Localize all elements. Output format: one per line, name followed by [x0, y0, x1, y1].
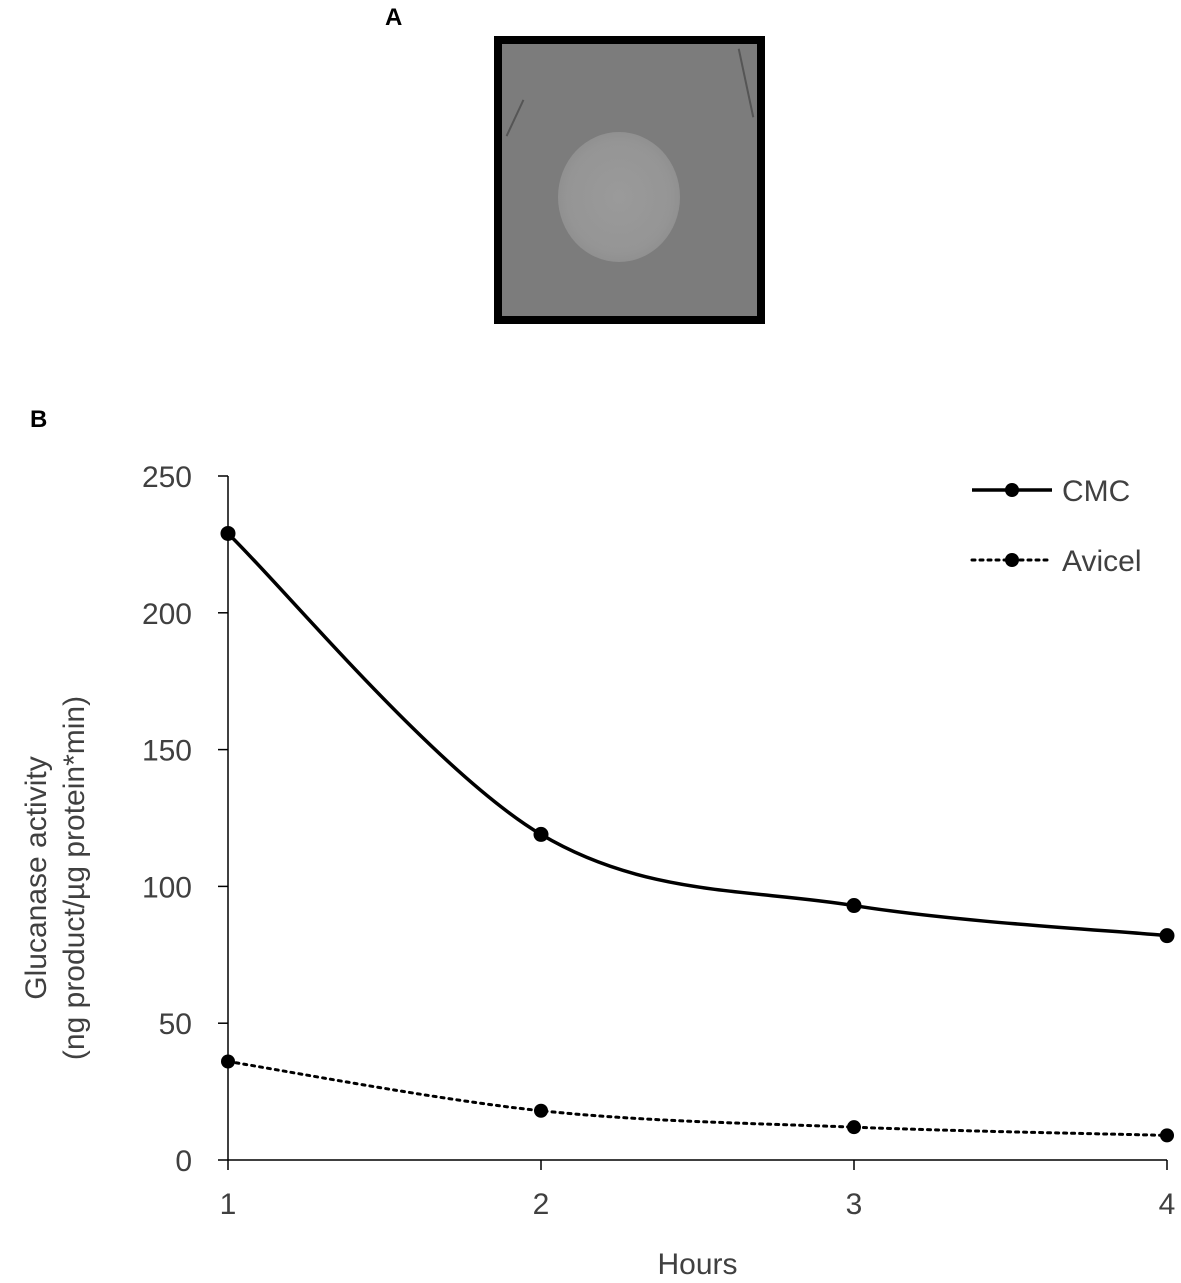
series-line-cmc — [226, 532, 1168, 938]
y-axis-label-line-1: Glucanase activity — [20, 756, 53, 999]
y-tick-label: 200 — [142, 598, 192, 631]
data-point-cmc — [533, 826, 549, 842]
data-point-cmc — [1159, 928, 1175, 944]
y-tick-label: 50 — [159, 1008, 192, 1041]
data-point-avicel — [221, 1054, 235, 1069]
x-axis-label: Hours — [657, 1248, 737, 1281]
x-ticks: 1 2 3 4 — [220, 1160, 1176, 1221]
legend: CMC Avicel — [970, 475, 1141, 578]
clearing-zone — [558, 132, 680, 262]
panel-b-label: B — [30, 406, 48, 433]
legend-label-cmc: CMC — [1062, 475, 1130, 508]
legend-marker-cmc — [1005, 483, 1019, 497]
plate-photo-surface — [502, 44, 757, 316]
data-point-avicel — [1160, 1128, 1174, 1143]
plate-edge-mark — [505, 99, 525, 137]
x-tick-label: 2 — [533, 1188, 550, 1221]
legend-marker-avicel — [1005, 553, 1019, 567]
data-point-cmc — [846, 898, 862, 914]
x-tick-label: 4 — [1159, 1188, 1176, 1221]
data-point-avicel — [847, 1120, 861, 1135]
plate-edge-mark — [737, 48, 755, 118]
legend-label-avicel: Avicel — [1062, 545, 1141, 578]
y-ticks: 0 50 100 150 200 250 — [142, 461, 228, 1178]
plate-photo — [494, 36, 765, 324]
y-tick-label: 250 — [142, 461, 192, 494]
panel-a-label: A — [385, 4, 403, 31]
x-tick-label: 3 — [846, 1188, 863, 1221]
data-point-cmc — [220, 525, 236, 541]
x-tick-label: 1 — [220, 1188, 237, 1221]
data-point-avicel — [534, 1103, 548, 1118]
y-tick-label: 150 — [142, 735, 192, 768]
series-line-avicel — [226, 1060, 1169, 1137]
y-tick-label: 0 — [175, 1145, 192, 1178]
y-tick-label: 100 — [142, 871, 192, 904]
axes — [227, 476, 1167, 1161]
y-axis-label-line-2: (ng product/µg protein*min) — [58, 696, 91, 1060]
series-layer — [220, 525, 1175, 1143]
